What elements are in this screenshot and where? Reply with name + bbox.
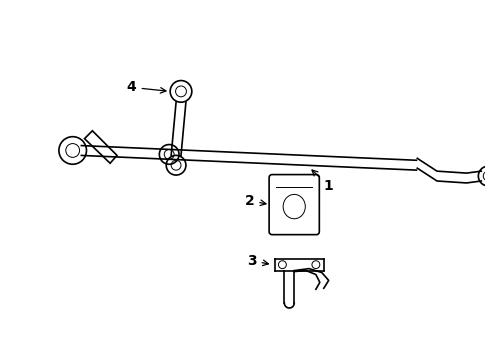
Text: 2: 2 <box>244 194 265 208</box>
Text: 3: 3 <box>246 254 268 268</box>
Text: 1: 1 <box>311 170 333 193</box>
Text: 4: 4 <box>126 80 165 94</box>
